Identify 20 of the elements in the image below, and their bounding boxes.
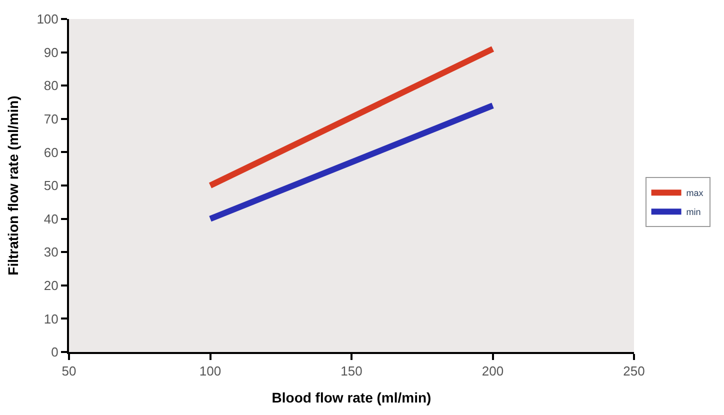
y-tick-label: 10 xyxy=(44,311,58,326)
x-tick-label: 200 xyxy=(482,364,504,379)
y-tick-label: 60 xyxy=(44,144,58,160)
x-tick-label: 100 xyxy=(199,364,222,379)
y-tick-label: 30 xyxy=(44,244,58,260)
y-tick-label: 90 xyxy=(44,44,58,60)
legend-label: min xyxy=(686,207,701,218)
y-tick-label: 80 xyxy=(44,78,58,94)
y-tick-label: 20 xyxy=(44,278,58,293)
y-tick-label: 70 xyxy=(44,111,58,126)
y-axis-title: Filtration flow rate (ml/min) xyxy=(4,96,21,276)
x-axis-title: Blood flow rate (ml/min) xyxy=(272,389,432,406)
y-tick-label: 100 xyxy=(36,12,58,27)
x-tick-label: 50 xyxy=(62,364,76,379)
y-tick-label: 0 xyxy=(51,344,58,360)
x-tick-label: 150 xyxy=(340,364,362,379)
x-tick-label: 250 xyxy=(623,364,645,379)
legend-label: max xyxy=(686,188,704,198)
y-tick-label: 50 xyxy=(44,178,58,194)
y-tick-label: 40 xyxy=(44,211,58,226)
